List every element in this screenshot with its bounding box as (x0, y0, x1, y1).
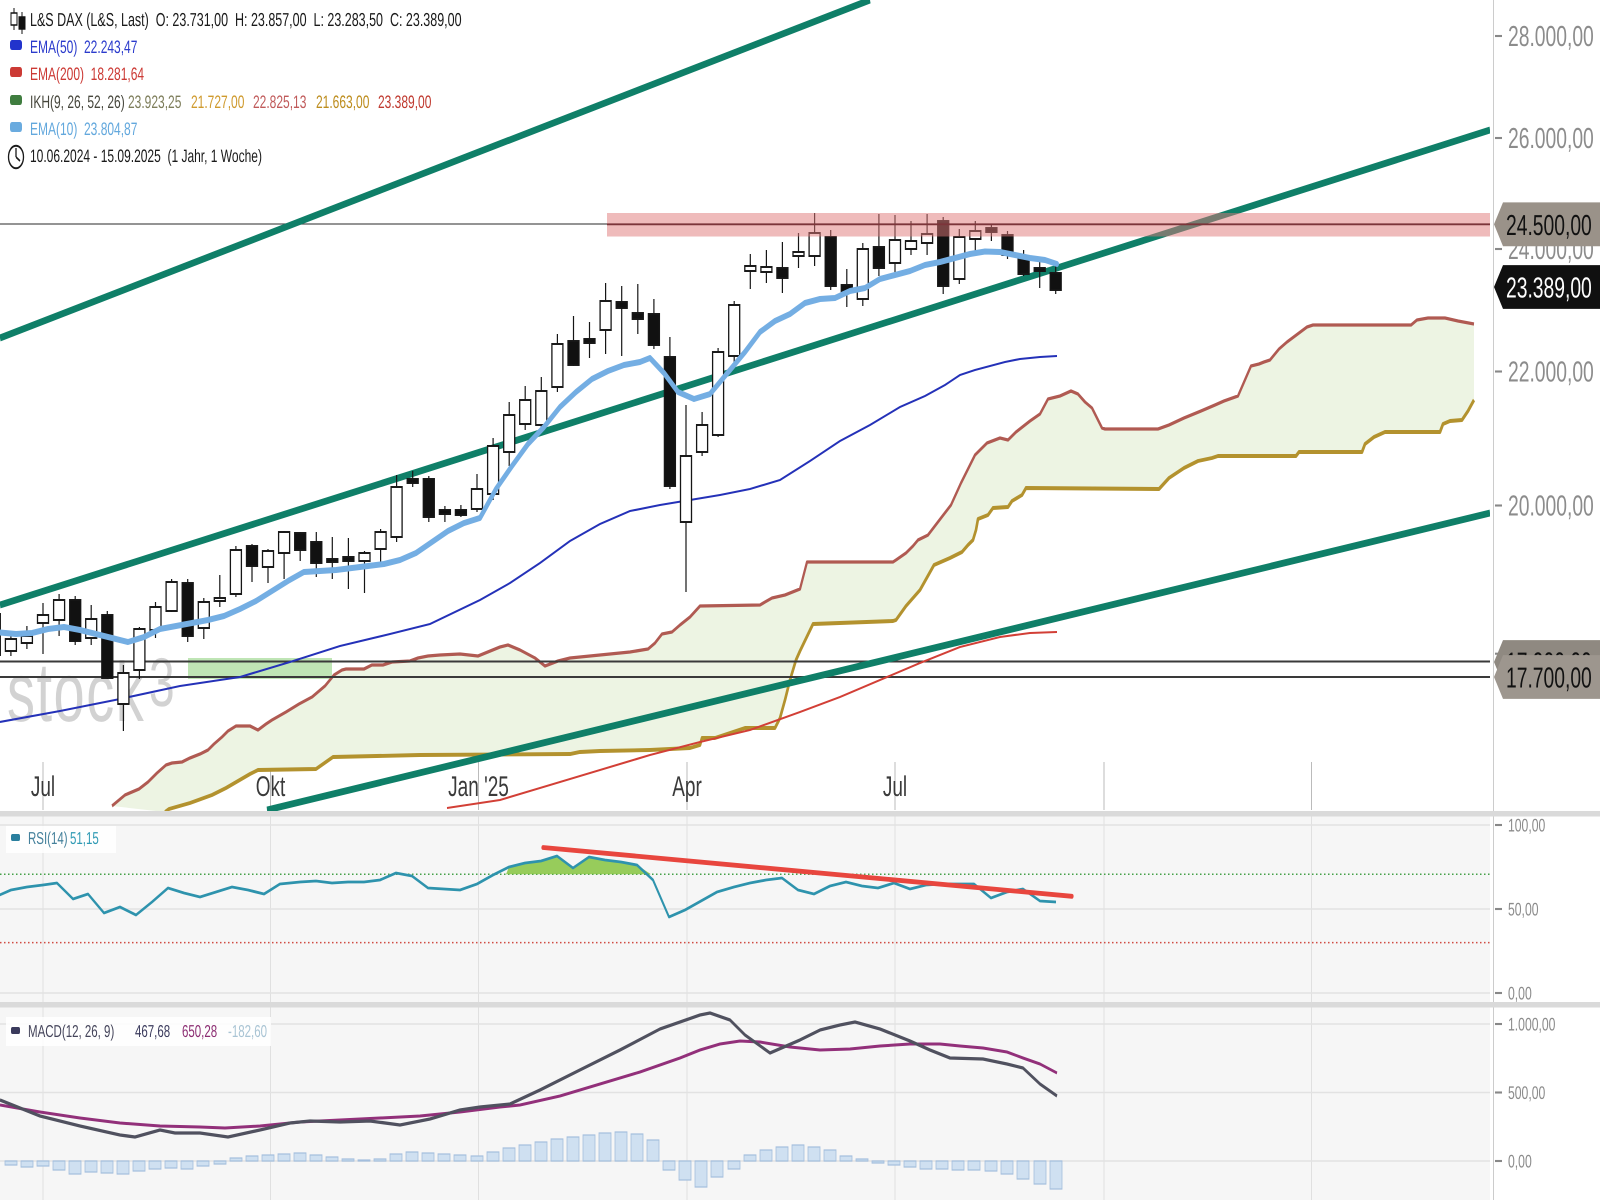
svg-text:21.727,00: 21.727,00 (191, 92, 245, 113)
svg-text:22.000,00: 22.000,00 (1508, 357, 1594, 389)
svg-text:EMA(10) 23.804,87: EMA(10) 23.804,87 (30, 119, 138, 140)
svg-text:IKH(9, 26, 52, 26): IKH(9, 26, 52, 26) (30, 92, 125, 113)
svg-text:3: 3 (149, 643, 175, 721)
svg-text:23.923,25: 23.923,25 (128, 92, 182, 113)
svg-text:1.000,00: 1.000,00 (1508, 1014, 1556, 1035)
svg-text:51,15: 51,15 (70, 831, 99, 849)
svg-text:MACD(12, 26, 9): MACD(12, 26, 9) (28, 1023, 114, 1041)
svg-text:L&S DAX (L&S, Last) O: 23.731: L&S DAX (L&S, Last) O: 23.731,00 H: 23.8… (30, 9, 462, 30)
svg-text:17.700,00: 17.700,00 (1506, 663, 1592, 695)
svg-text:50,00: 50,00 (1508, 899, 1539, 920)
svg-text:RSI(14): RSI(14) (28, 831, 68, 849)
svg-text:20.000,00: 20.000,00 (1508, 492, 1594, 524)
svg-text:28.000,00: 28.000,00 (1508, 22, 1594, 53)
svg-text:467,68: 467,68 (135, 1023, 170, 1041)
svg-text:24.500,00: 24.500,00 (1506, 211, 1592, 243)
svg-text:500,00: 500,00 (1508, 1083, 1545, 1104)
svg-text:23.389,00: 23.389,00 (378, 92, 432, 113)
svg-text:26.000,00: 26.000,00 (1508, 124, 1594, 156)
svg-text:100,00: 100,00 (1508, 815, 1545, 836)
svg-text:Apr: Apr (672, 772, 702, 804)
svg-text:EMA(50) 22.243,47: EMA(50) 22.243,47 (30, 36, 138, 57)
svg-text:0,00: 0,00 (1508, 983, 1532, 1004)
svg-text:650,28: 650,28 (182, 1023, 217, 1041)
svg-text:Jan '25: Jan '25 (448, 772, 509, 804)
svg-text:Jul: Jul (883, 772, 907, 804)
svg-text:21.663,00: 21.663,00 (316, 92, 370, 113)
svg-text:-182,60: -182,60 (228, 1023, 267, 1041)
svg-text:EMA(200) 18.281,64: EMA(200) 18.281,64 (30, 63, 144, 84)
svg-text:23.389,00: 23.389,00 (1506, 273, 1592, 305)
svg-text:0,00: 0,00 (1508, 1151, 1532, 1172)
svg-text:22.825,13: 22.825,13 (253, 92, 307, 113)
svg-text:Okt: Okt (256, 772, 286, 804)
svg-text:10.06.2024 - 15.09.2025 (1 Ja: 10.06.2024 - 15.09.2025 (1 Jahr, 1 Woche… (30, 146, 262, 167)
svg-text:Jul: Jul (31, 772, 55, 804)
